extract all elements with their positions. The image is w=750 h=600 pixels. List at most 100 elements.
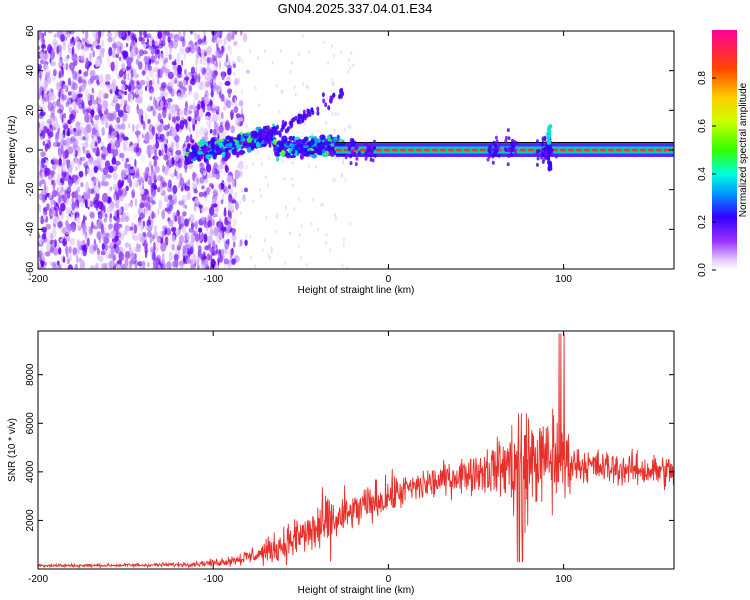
heat-cell (308, 49, 311, 54)
heat-cell (306, 108, 310, 114)
heat-cell (38, 77, 41, 87)
heat-cell (217, 113, 224, 122)
heat-cell (236, 164, 239, 169)
heat-cell (64, 149, 69, 159)
heat-cell (197, 53, 200, 59)
heat-cell (230, 125, 235, 134)
heat-cell (124, 257, 129, 267)
heat-cell (204, 40, 208, 46)
heat-cell (98, 74, 104, 84)
heat-cell (209, 206, 215, 216)
heat-cell (325, 232, 328, 237)
heat-cell (548, 146, 552, 152)
heat-cell (38, 231, 41, 238)
heat-cell (179, 216, 183, 223)
heat-cell (179, 177, 185, 188)
heat-cell (45, 223, 52, 230)
heat-cell (99, 160, 105, 169)
heat-cell (70, 109, 77, 120)
y-tick-label: 20 (25, 104, 36, 116)
heat-cell (506, 162, 510, 167)
heat-cell (65, 206, 72, 215)
heat-cell (167, 207, 170, 214)
heat-cell (50, 170, 55, 178)
heat-cell (139, 202, 146, 209)
heat-cell (203, 233, 208, 243)
heat-cell (274, 152, 280, 157)
heat-cell (148, 123, 154, 133)
heat-cell (217, 140, 222, 147)
heat-cell (333, 128, 336, 133)
heat-cell (148, 133, 154, 140)
heat-cell (231, 235, 237, 242)
heat-cell (55, 118, 59, 125)
heat-cell (203, 96, 210, 105)
heat-cell (509, 152, 513, 157)
heat-cell (497, 153, 501, 158)
heat-cell (85, 160, 91, 167)
heat-cell (504, 135, 508, 140)
heat-cell (179, 109, 184, 116)
heat-cell (109, 230, 115, 239)
heat-cell (147, 262, 150, 267)
heat-cell (108, 46, 113, 57)
heat-cell (59, 110, 64, 120)
heat-cell (70, 224, 77, 233)
heat-cell (127, 123, 131, 129)
heat-cell (56, 139, 60, 148)
heat-cell (230, 247, 234, 256)
heat-cell (114, 235, 119, 242)
snr-ticks: -200 -100 0 100 2000 4000 6000 8000 (25, 331, 674, 585)
heat-cell (175, 161, 179, 167)
heat-cell (239, 200, 242, 205)
heat-cell (93, 238, 96, 245)
heat-cell (81, 79, 87, 84)
heat-cell (150, 187, 156, 198)
heat-cell (75, 109, 79, 114)
heat-cell (50, 199, 54, 207)
heat-cell (203, 170, 207, 176)
heat-cell (46, 118, 52, 124)
heat-cell (167, 98, 173, 103)
heat-cell (127, 92, 131, 102)
heat-cell (44, 143, 48, 152)
heat-cell (206, 75, 211, 84)
heat-cell (117, 103, 122, 108)
heat-cell (249, 234, 252, 239)
heat-cell (60, 34, 65, 42)
heat-cell (192, 171, 196, 182)
heat-cell (214, 70, 218, 77)
heat-cell (185, 135, 190, 143)
heat-cell (95, 262, 99, 269)
heat-cell (157, 31, 163, 39)
heat-cell (241, 59, 244, 64)
heat-cell (232, 241, 236, 248)
heat-cell (205, 187, 211, 193)
heat-cell (95, 74, 99, 84)
heat-cell (93, 220, 100, 227)
heat-cell (268, 133, 271, 139)
heat-cell (270, 137, 274, 141)
heat-cell (112, 41, 117, 52)
heat-cell (278, 109, 281, 114)
heat-cell (105, 232, 110, 241)
heat-cell (350, 149, 354, 154)
colorbar-tick-label: 0.8 (697, 71, 708, 85)
heat-cell (111, 131, 117, 137)
heat-cell (190, 78, 196, 86)
heat-cell (535, 139, 539, 144)
heat-cell (70, 113, 76, 123)
heat-cell (183, 53, 187, 60)
heat-cell (80, 83, 86, 92)
heat-cell (218, 215, 221, 220)
heat-cell (57, 188, 61, 193)
heat-cell (348, 57, 351, 62)
heat-cell (211, 166, 216, 173)
heat-cell (257, 150, 259, 155)
heat-cell (72, 100, 76, 107)
heat-cell (143, 31, 147, 38)
heat-cell (331, 111, 334, 116)
heat-cell (506, 128, 510, 133)
heat-cell (166, 261, 172, 269)
heat-cell (175, 123, 180, 132)
